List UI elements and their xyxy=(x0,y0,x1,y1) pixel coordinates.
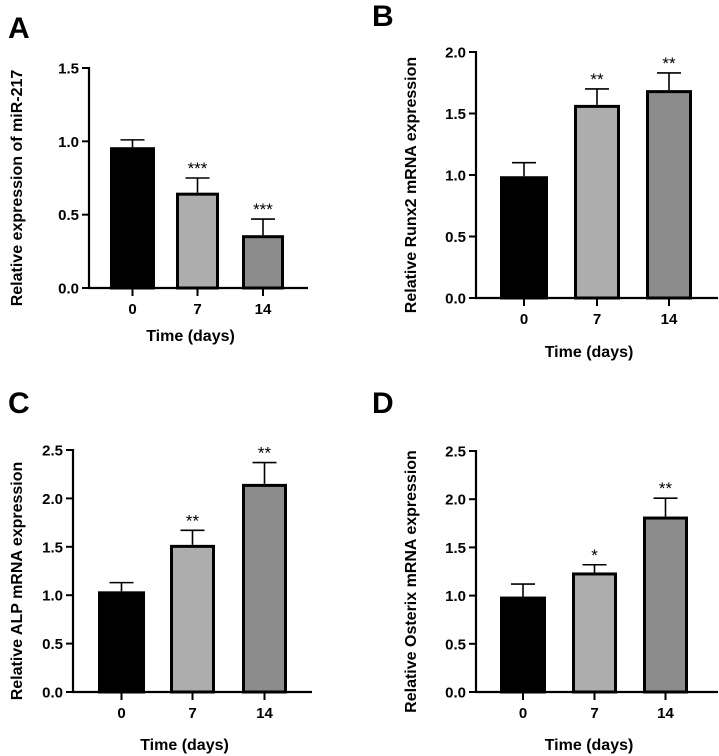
significance-label: ** xyxy=(258,444,272,463)
y-tick-label: 2.5 xyxy=(445,444,466,461)
x-tick-label: 7 xyxy=(193,301,201,318)
panel-c: C 0 ** 7 ** 14 0.0 0.5 1.0 1.5 2.0 2.5 Time (days) Re… xyxy=(8,387,312,754)
significance-label: *** xyxy=(188,159,208,178)
y-tick-label: 0.5 xyxy=(58,207,79,224)
bar-7 xyxy=(170,544,215,694)
significance-label: * xyxy=(591,546,598,565)
x-axis-title: Time (days) xyxy=(146,328,235,345)
significance-label: *** xyxy=(253,200,273,219)
x-tick-label: 0 xyxy=(520,311,528,328)
bar-7 xyxy=(572,572,617,694)
panel-d: D 0 * 7 ** 14 0.0 0.5 1.0 1.5 2.0 2.5 Time (days) Rel… xyxy=(372,387,718,754)
y-tick-label: 1.5 xyxy=(42,539,63,556)
y-tick-label: 2.0 xyxy=(445,45,466,62)
y-tick-label: 0.0 xyxy=(445,685,466,702)
bar-0 xyxy=(110,147,155,290)
y-tick-label: 2.0 xyxy=(445,492,466,509)
y-tick-label: 1.0 xyxy=(445,168,466,185)
x-axis-title: Time (days) xyxy=(140,737,229,754)
y-tick-label: 0.0 xyxy=(58,281,79,298)
bar-7 xyxy=(176,192,219,290)
y-tick-label: 0.5 xyxy=(445,229,466,246)
panel-letter: B xyxy=(372,0,394,33)
bar-0 xyxy=(98,591,145,694)
x-tick-label: 0 xyxy=(117,705,125,722)
bar-7 xyxy=(574,104,620,300)
panel-a: A 0 *** 7 *** 14 0.0 0.5 1.0 1.5 Time (days) Relati… xyxy=(8,12,308,345)
x-axis-title: Time (days) xyxy=(545,737,634,754)
y-tick-label: 1.5 xyxy=(445,540,466,557)
x-tick-label: 0 xyxy=(128,301,136,318)
bar-0 xyxy=(500,176,548,300)
y-axis-title: Relative expression of miR-217 xyxy=(9,70,26,307)
x-tick-label: 14 xyxy=(255,301,272,318)
significance-label: ** xyxy=(590,70,604,89)
y-axis-title: Relative ALP mRNA expression xyxy=(9,462,26,701)
y-tick-label: 1.5 xyxy=(58,61,79,78)
y-tick-label: 0.0 xyxy=(445,291,466,308)
bar-0 xyxy=(500,596,546,694)
y-tick-label: 1.5 xyxy=(445,106,466,123)
significance-label: ** xyxy=(662,54,676,73)
panel-letter: D xyxy=(372,387,394,420)
x-tick-label: 14 xyxy=(661,311,678,328)
x-tick-label: 7 xyxy=(590,705,598,722)
y-tick-label: 0.5 xyxy=(42,636,63,653)
significance-label: ** xyxy=(186,511,200,530)
bar-14 xyxy=(242,483,287,694)
x-tick-label: 14 xyxy=(657,705,674,722)
x-tick-label: 0 xyxy=(519,705,527,722)
x-tick-label: 7 xyxy=(593,311,601,328)
bar-14 xyxy=(643,516,688,694)
y-tick-label: 0.5 xyxy=(445,636,466,653)
y-tick-label: 2.5 xyxy=(42,443,63,460)
y-tick-label: 1.0 xyxy=(445,588,466,605)
y-axis-title: Relative Runx2 mRNA expression xyxy=(403,57,420,313)
x-tick-label: 7 xyxy=(188,705,196,722)
bar-14 xyxy=(242,235,284,290)
significance-label: ** xyxy=(659,479,673,498)
y-tick-label: 1.0 xyxy=(58,134,79,151)
x-axis-title: Time (days) xyxy=(545,344,634,361)
x-tick-label: 14 xyxy=(256,705,273,722)
bar-14 xyxy=(646,90,692,300)
y-tick-label: 1.0 xyxy=(42,588,63,605)
panel-letter: C xyxy=(8,387,30,420)
panel-b: B 0 ** 7 ** 14 0.0 0.5 1.0 1.5 2.0 Time (days) Relat… xyxy=(372,0,718,361)
y-tick-label: 2.0 xyxy=(42,491,63,508)
y-axis-title: Relative Osterix mRNA expression xyxy=(403,450,420,713)
y-tick-label: 0.0 xyxy=(42,685,63,702)
panel-letter: A xyxy=(8,12,30,45)
